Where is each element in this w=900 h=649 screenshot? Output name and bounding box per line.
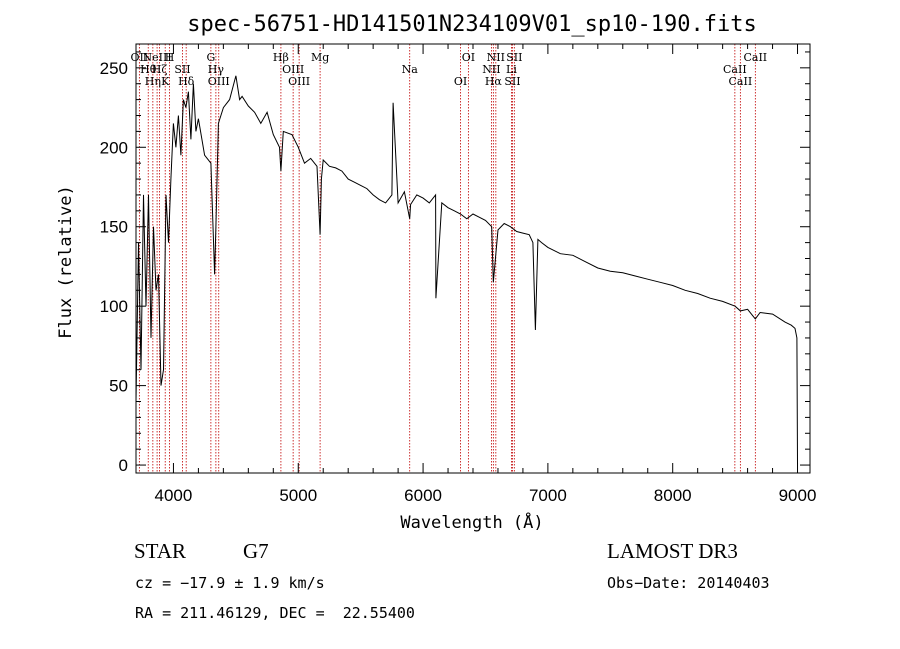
spectrum-series-line xyxy=(135,75,798,464)
y-tick-label: 150 xyxy=(100,218,128,237)
line-label-caii: CaII xyxy=(723,63,747,76)
line-label-oi: OI xyxy=(462,51,475,64)
line-label-h: H xyxy=(165,51,175,64)
line-label-caii: CaII xyxy=(729,75,753,88)
line-label-hγ: Hγ xyxy=(208,63,225,76)
y-tick-label: 50 xyxy=(109,377,128,396)
survey-name: LAMOST DR3 xyxy=(607,539,738,563)
line-label-hζ: Hζ xyxy=(152,63,168,76)
line-label-k: K xyxy=(161,75,170,88)
line-label-hδ: Hδ xyxy=(178,75,195,88)
line-label-hθ: Hθ xyxy=(140,63,157,76)
line-label-li: Li xyxy=(506,63,517,76)
spectral-line-markers xyxy=(138,44,756,473)
y-tick-label: 200 xyxy=(100,138,128,157)
line-label-mg: Mg xyxy=(311,51,329,64)
line-label-hβ: Hβ xyxy=(273,51,289,64)
line-label-g: G xyxy=(206,51,215,64)
chart-title: spec-56751-HD141501N234109V01_sp10-190.f… xyxy=(187,12,757,37)
y-axis-label: Flux (relative) xyxy=(56,185,76,339)
plot-frame xyxy=(135,43,811,474)
y-tick-label: 0 xyxy=(119,456,128,475)
coordinates: RA = 211.46129, DEC = 22.55400 xyxy=(135,604,415,622)
line-label-sii: SII xyxy=(174,63,190,76)
line-label-oiii: OIII xyxy=(208,75,230,88)
line-label-nii: NII xyxy=(487,51,505,64)
object-subclass: G7 xyxy=(243,539,269,563)
y-axis-ticks: 0 50 100 150 200 250 xyxy=(100,51,810,475)
y-tick-label: 100 xyxy=(100,297,128,316)
plot-axes xyxy=(135,43,811,474)
x-tick-label: 6000 xyxy=(404,486,442,505)
line-label-oiii: OIII xyxy=(288,75,310,88)
line-label-sii: SII xyxy=(506,51,522,64)
object-class: STAR xyxy=(134,539,186,563)
line-label-nii: NII xyxy=(482,63,500,76)
line-label-oii: OII xyxy=(131,51,149,64)
line-label-hα: Hα xyxy=(485,75,503,88)
x-axis-ticks: 4000 5000 6000 7000 8000 9000 xyxy=(155,44,817,505)
x-tick-label: 8000 xyxy=(654,486,692,505)
line-label-oiii: OIII xyxy=(282,63,304,76)
line-label-hη: Hη xyxy=(145,75,161,88)
line-label-na: Na xyxy=(402,63,419,76)
observation-date: Obs−Date: 20140403 xyxy=(607,574,770,592)
redshift-velocity: cz = −17.9 ± 1.9 km/s xyxy=(135,574,325,592)
line-label-caii: CaII xyxy=(743,51,767,64)
x-tick-label: 9000 xyxy=(779,486,817,505)
y-tick-label: 250 xyxy=(100,59,128,78)
line-label-oi: OI xyxy=(454,75,467,88)
x-axis-label: Wavelength (Å) xyxy=(400,511,543,533)
line-label-sii: SII xyxy=(504,75,520,88)
line-label-neiii: NeIII xyxy=(143,51,172,64)
x-tick-label: 5000 xyxy=(279,486,317,505)
x-tick-label: 4000 xyxy=(155,486,193,505)
x-tick-label: 7000 xyxy=(529,486,567,505)
spectral-line-labels: OIIHθHηNeIIIHζKHSIIHδGHγOIIIHβOIIIOIIIMg… xyxy=(131,51,768,88)
